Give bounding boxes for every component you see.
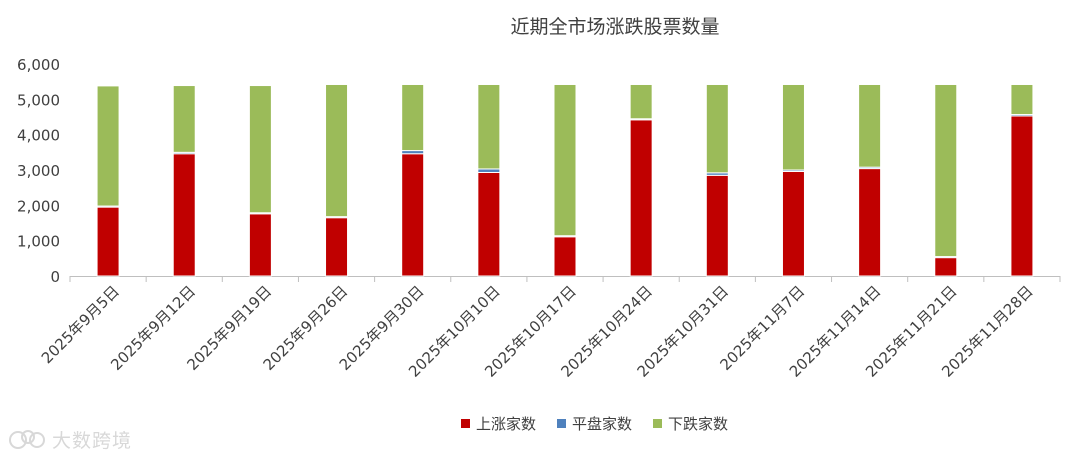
bar-segment-0 bbox=[1010, 115, 1034, 277]
bar-segment-0 bbox=[629, 119, 653, 277]
bar-segment-0 bbox=[96, 206, 120, 277]
y-tick-label: 5,000 bbox=[17, 91, 60, 109]
bar-segment-2 bbox=[401, 83, 425, 152]
bar-segment-0 bbox=[477, 171, 501, 277]
bar-segment-0 bbox=[781, 170, 805, 277]
bar-segment-2 bbox=[1010, 83, 1034, 116]
bar-segment-0 bbox=[401, 153, 425, 277]
legend-label-1: 平盘家数 bbox=[572, 415, 632, 433]
bar-segment-2 bbox=[248, 85, 272, 214]
y-tick-label: 4,000 bbox=[17, 127, 60, 145]
legend-label-2: 下跌家数 bbox=[668, 415, 728, 433]
y-tick-label: 3,000 bbox=[17, 162, 60, 180]
bar-segment-2 bbox=[858, 83, 882, 168]
bar-segment-1 bbox=[477, 168, 501, 173]
x-tick-label: 2025年9月5日 bbox=[38, 282, 123, 367]
legend-swatch-1 bbox=[557, 419, 566, 428]
bar-segment-2 bbox=[172, 85, 196, 153]
cloud-logo-icon bbox=[9, 429, 45, 449]
bar-segment-0 bbox=[248, 213, 272, 277]
watermark: 大数跨境 bbox=[8, 426, 132, 453]
y-tick-label: 0 bbox=[50, 268, 60, 286]
bar-segment-0 bbox=[858, 168, 882, 277]
bar-segment-2 bbox=[629, 83, 653, 120]
bar-segment-0 bbox=[934, 257, 958, 277]
bar-segment-0 bbox=[325, 217, 349, 277]
bar-segment-0 bbox=[553, 236, 577, 277]
legend-swatch-2 bbox=[653, 419, 662, 428]
bar-segment-2 bbox=[96, 85, 120, 207]
legend-swatch-0 bbox=[461, 419, 470, 428]
chart-title: 近期全市场涨跌股票数量 bbox=[510, 16, 719, 38]
bar-segment-0 bbox=[172, 153, 196, 277]
bar-segment-2 bbox=[477, 83, 501, 170]
legend-label-0: 上涨家数 bbox=[476, 415, 536, 433]
y-tick-label: 1,000 bbox=[17, 233, 60, 251]
bar-segment-2 bbox=[325, 83, 349, 218]
bar-segment-2 bbox=[781, 83, 805, 171]
watermark-text: 大数跨境 bbox=[52, 430, 133, 452]
bar-segment-0 bbox=[705, 174, 729, 277]
y-tick-label: 2,000 bbox=[17, 197, 60, 215]
y-tick-label: 6,000 bbox=[17, 56, 60, 74]
bar-segment-2 bbox=[934, 83, 958, 258]
bar-segment-2 bbox=[553, 83, 577, 237]
bar-segment-2 bbox=[705, 83, 729, 174]
